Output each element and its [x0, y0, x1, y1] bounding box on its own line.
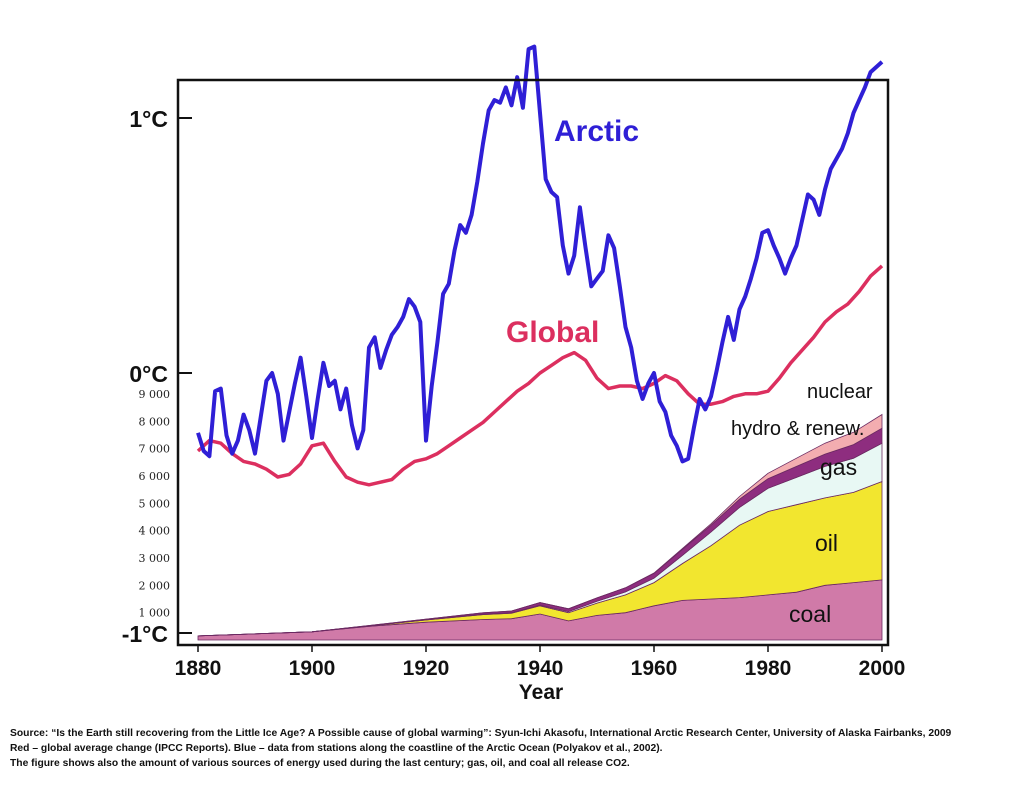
x-axis-title: Year — [519, 681, 563, 704]
energy-tick-label: 4 000 — [139, 525, 171, 538]
series-line-global — [196, 264, 884, 487]
energy-label-coal: coal — [789, 601, 831, 627]
temperature-tick-label: 1°C — [129, 106, 168, 132]
energy-tick-label: 3 000 — [139, 552, 171, 565]
x-tick-label: 1900 — [289, 657, 336, 680]
x-tick-label: 2000 — [859, 657, 906, 680]
x-tick-label: 1880 — [175, 657, 222, 680]
energy-tick-label: 2 000 — [139, 579, 171, 592]
energy-label-hydro: hydro & renew. — [731, 418, 864, 440]
energy-tick-label: 1 000 — [139, 607, 171, 620]
energy-tick-label: 7 000 — [139, 443, 171, 456]
chart: 1880 1900 1920 1940 1960 1980 2000 1°C0°C-1°C … — [122, 44, 906, 704]
energy-label-oil: oil — [815, 530, 838, 556]
energy-tick-label: 9 000 — [139, 388, 171, 401]
temperature-tick-label: -1°C — [122, 621, 168, 647]
energy-tick-label: 8 000 — [139, 415, 171, 428]
x-tick-label: 1980 — [745, 657, 792, 680]
x-tick-label: 1940 — [517, 657, 564, 680]
temperature-line-group — [196, 44, 884, 487]
series-label-global: Global — [506, 316, 599, 349]
energy-area-nuclear — [197, 413, 883, 637]
figure-caption: Source: “Is the Earth still recovering f… — [10, 726, 1022, 771]
x-tick-label: 1960 — [631, 657, 678, 680]
series-line-arctic — [196, 44, 884, 464]
energy-tick-label: 5 000 — [139, 497, 171, 510]
energy-tick-label: 6 000 — [139, 470, 171, 483]
plot-frame — [176, 78, 890, 647]
temperature-tick-label: 0°C — [129, 361, 168, 387]
caption-line-legend: Red – global average change (IPCC Report… — [10, 743, 663, 754]
energy-area-group — [197, 413, 883, 641]
x-tick-label: 1920 — [403, 657, 450, 680]
temperature-axis: 1°C 0°C -1°C — [122, 106, 192, 647]
x-axis: 1880 1900 1920 1940 1960 1980 2000 — [175, 645, 906, 680]
energy-axis: 1 000 2 000 3 000 4 000 5 000 6 000 7 000 8 000… — [139, 388, 171, 620]
caption-line-note: The figure shows also the amount of vari… — [10, 758, 630, 769]
caption-line-source: Source: “Is the Earth still recovering f… — [10, 728, 952, 739]
series-label-arctic: Arctic — [554, 115, 639, 148]
energy-label-gas: gas — [820, 454, 857, 480]
energy-label-nuclear: nuclear — [807, 381, 873, 403]
